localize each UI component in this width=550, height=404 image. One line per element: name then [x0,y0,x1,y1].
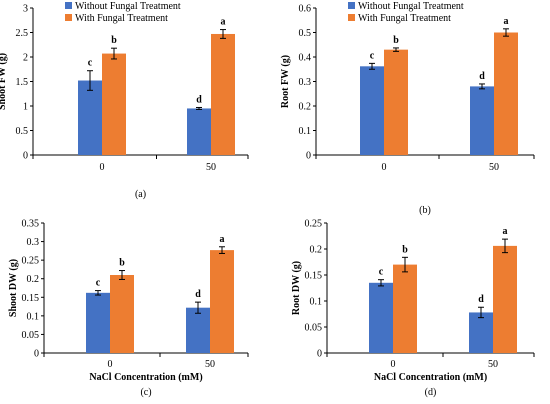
significance-letter: b [119,258,125,269]
y-axis-title: Root FW (g) [280,55,291,108]
significance-letter: d [196,94,202,105]
y-tick-label: 2 [23,53,28,64]
legend-label: With Fungal Treatment [358,13,451,24]
x-category-label: 0 [391,359,396,370]
x-axis-title: NaCl Concentration (mM) [374,372,487,383]
x-category-label: 50 [206,162,216,173]
x-category-label: 50 [488,359,498,370]
y-tick-label: 0.2 [27,274,40,285]
significance-letter: c [88,58,93,69]
y-tick-label: 0.5 [299,28,312,39]
bar-without-fungal [78,80,102,155]
y-tick-label: 3 [23,4,28,15]
y-tick-label: 0 [306,151,311,162]
legend-swatch [348,2,355,9]
y-tick-label: 0 [317,349,322,360]
bar-with-fungal [210,250,234,353]
y-tick-label: 0 [23,151,28,162]
y-tick-label: 0.1 [310,297,323,308]
y-tick-label: 1 [23,102,28,113]
significance-letter: a [504,16,509,27]
legend-swatch [65,2,72,9]
y-axis-title: Root DW (g) [291,261,302,315]
y-tick-label: 0.35 [22,219,40,230]
bar-with-fungal [211,33,235,155]
legend-swatch [65,14,72,21]
bar-without-fungal [86,292,110,353]
y-tick-label: 0.3 [27,237,40,248]
bar-with-fungal [110,275,134,353]
y-tick-label: 0.2 [299,102,312,113]
legend-label: Without Fungal Treatment [358,1,464,12]
y-tick-label: 0.05 [305,323,323,334]
x-category-label: 50 [489,162,499,173]
bar-with-fungal [393,264,417,353]
y-tick-label: 0.1 [299,126,312,137]
significance-letter: a [220,234,225,245]
y-tick-label: 0 [34,349,39,360]
legend-swatch [348,14,355,21]
panel-label: (c) [140,387,151,398]
y-tick-label: 0.5 [16,126,29,137]
bar-with-fungal [384,49,408,155]
significance-letter: b [393,35,399,46]
y-tick-label: 0.15 [22,293,40,304]
x-category-label: 0 [100,162,105,173]
bar-with-fungal [494,32,518,155]
significance-letter: c [96,278,101,289]
y-tick-label: 0.15 [305,271,323,282]
significance-letter: c [370,50,375,61]
y-tick-label: 0.4 [299,53,312,64]
y-tick-label: 0.05 [22,330,40,341]
legend-label: Without Fungal Treatment [75,1,181,12]
significance-letter: d [479,71,485,82]
x-category-label: 50 [205,359,215,370]
x-category-label: 0 [108,359,113,370]
bar-with-fungal [102,53,126,155]
x-category-label: 0 [382,162,387,173]
y-tick-label: 1.5 [16,77,29,88]
significance-letter: d [478,294,484,305]
bar-without-fungal [470,86,494,155]
y-tick-label: 0.6 [299,4,312,15]
x-axis-title: NaCl Concentration (mM) [89,372,202,383]
panel-label: (b) [419,205,431,216]
bar-with-fungal [493,245,517,353]
y-axis-title: Shoot FW (g) [0,53,8,110]
y-tick-label: 2.5 [16,28,29,39]
panel-label: (d) [425,387,437,398]
significance-letter: d [195,289,201,300]
significance-letter: b [111,35,117,46]
y-tick-label: 0.1 [27,311,40,322]
y-axis-title: Shoot DW (g) [8,259,19,317]
y-tick-label: 0.25 [305,219,323,230]
significance-letter: a [503,226,508,237]
bar-without-fungal [186,307,210,353]
significance-letter: b [402,244,408,255]
legend-label: With Fungal Treatment [75,13,168,24]
significance-letter: c [379,267,384,278]
y-tick-label: 0.25 [22,256,40,267]
bar-without-fungal [360,66,384,155]
y-tick-label: 0.2 [310,245,323,256]
significance-letter: a [221,17,226,28]
bar-without-fungal [369,282,393,353]
y-tick-label: 0.3 [299,77,312,88]
panel-label: (a) [135,189,146,200]
bar-without-fungal [187,108,211,155]
bar-without-fungal [469,312,493,353]
